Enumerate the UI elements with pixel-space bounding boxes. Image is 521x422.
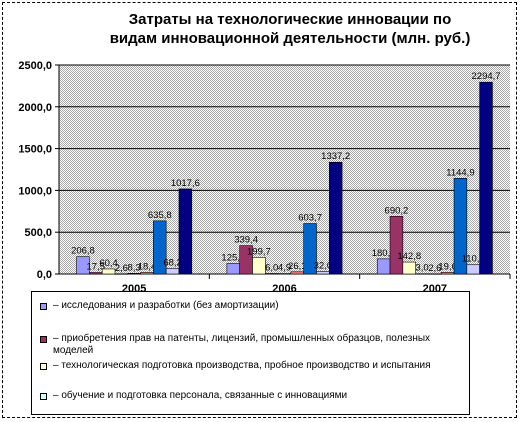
bar xyxy=(101,268,116,275)
data-label: 2294,7 xyxy=(472,71,501,82)
data-label: 68,2 xyxy=(163,257,182,268)
bar xyxy=(303,223,317,275)
data-label: 142,8 xyxy=(397,251,421,262)
data-label: 125,4 xyxy=(221,253,245,264)
legend-label-research: – исследования и разработки (без амортиз… xyxy=(53,300,279,311)
bar xyxy=(479,81,493,275)
chart-title-line-2: видам инновационной деятельности (млн. р… xyxy=(109,30,471,47)
bar xyxy=(226,263,240,275)
bar xyxy=(89,272,103,275)
bar xyxy=(277,273,292,275)
y-tick-label: 2000,0 xyxy=(18,102,52,114)
data-label: 4,9 xyxy=(278,263,291,274)
data-label: 339,4 xyxy=(234,235,258,246)
data-label: 110,7 xyxy=(462,254,485,265)
data-label: 2,6 xyxy=(115,263,128,274)
bar xyxy=(316,271,330,275)
legend-label-patents: – приобретения прав на патенты, лицензий… xyxy=(53,333,431,356)
bar xyxy=(76,256,90,275)
legend-swatch-patents xyxy=(40,336,47,343)
bar xyxy=(466,264,480,275)
legend-swatch-research xyxy=(40,303,47,310)
data-label: 60,4 xyxy=(99,258,118,269)
bar xyxy=(453,177,468,275)
data-label: 1144,9 xyxy=(446,167,474,178)
data-label: 17,5 xyxy=(87,262,106,273)
bar xyxy=(402,261,416,275)
legend-swatch-training xyxy=(40,393,47,400)
data-label: 1337,2 xyxy=(321,151,350,162)
data-label: 3,0 xyxy=(415,263,428,274)
y-tick-label: 500,0 xyxy=(24,227,52,239)
data-label: 206,8 xyxy=(71,246,95,257)
bar xyxy=(376,258,391,275)
bar xyxy=(127,273,141,275)
legend-label-training: – обучение и подготовка персонала, связа… xyxy=(53,390,348,401)
data-label: 1017,6 xyxy=(171,178,200,189)
bar xyxy=(328,161,343,275)
data-label: 19,6 xyxy=(438,261,457,272)
data-label: 6,0 xyxy=(265,262,278,273)
bar xyxy=(440,272,455,275)
data-label: 26,1 xyxy=(288,261,307,272)
bar xyxy=(415,273,429,275)
data-label: 199,7 xyxy=(247,246,271,257)
chart-frame xyxy=(2,2,517,418)
legend-label-preparation: – технологическая подготовка производств… xyxy=(53,360,431,371)
data-label: 2,6 xyxy=(428,263,441,274)
bar xyxy=(178,188,193,275)
y-tick-label: 1000,0 xyxy=(18,185,52,197)
data-label: 180,9 xyxy=(372,248,396,259)
data-label: 18,4 xyxy=(138,261,157,272)
legend-swatch-preparation xyxy=(40,363,47,370)
y-tick-label: 0,0 xyxy=(37,269,52,281)
data-label: 8,3 xyxy=(128,262,141,273)
bar xyxy=(165,267,180,275)
bar xyxy=(114,273,129,275)
bar xyxy=(252,257,266,275)
y-tick-label: 2500,0 xyxy=(18,60,52,72)
bar xyxy=(428,273,442,275)
chart-legend: – исследования и разработки (без амортиз… xyxy=(31,291,470,415)
plot-area xyxy=(59,65,510,274)
data-label: 690,2 xyxy=(385,205,409,216)
chart-title-line-1: Затраты на технологические инновации по xyxy=(128,11,452,28)
data-label: 635,8 xyxy=(148,210,172,221)
y-tick-label: 1500,0 xyxy=(18,144,52,156)
data-label: 603,7 xyxy=(298,213,322,224)
bar xyxy=(290,271,304,275)
bar xyxy=(389,215,404,275)
bar xyxy=(140,272,154,275)
bar xyxy=(153,220,167,275)
data-label: 32,0 xyxy=(314,260,333,271)
bar xyxy=(264,273,279,275)
chart-title: Затраты на технологические инновации по … xyxy=(60,10,520,48)
